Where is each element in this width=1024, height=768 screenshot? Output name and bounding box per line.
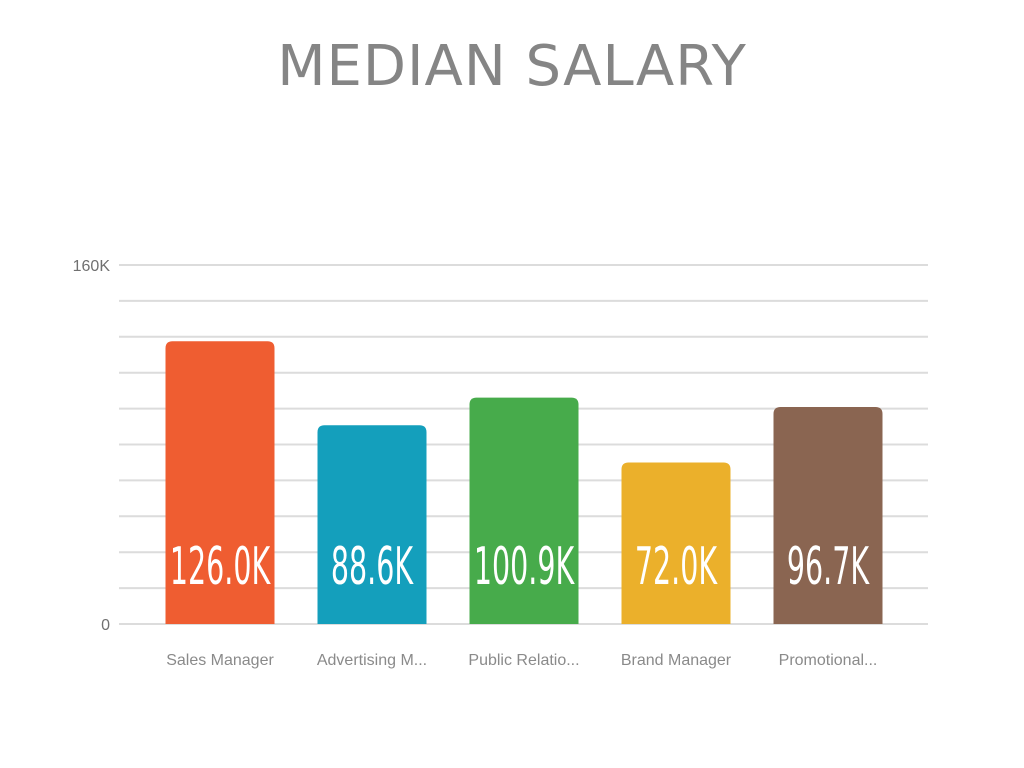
x-category-label: Sales Manager xyxy=(166,652,274,669)
chart-title: MEDIAN SALARY xyxy=(277,34,747,99)
y-axis-ticks: 0 160K xyxy=(73,258,111,634)
x-category-label: Brand Manager xyxy=(621,652,732,669)
y-tick-label: 0 xyxy=(101,617,110,634)
data-label: 72.0K xyxy=(635,536,718,597)
x-category-label: Advertising M... xyxy=(317,652,427,669)
x-axis-categories: Sales Manager Advertising M... Public Rela… xyxy=(166,652,877,669)
data-label: 100.9K xyxy=(474,536,575,597)
data-label: 126.0K xyxy=(170,536,271,597)
x-category-label: Public Relatio... xyxy=(468,652,579,669)
bar-2 xyxy=(469,397,579,624)
bar-1 xyxy=(317,425,427,624)
x-category-label: Promotional... xyxy=(779,652,878,669)
bar-3 xyxy=(621,462,731,624)
y-tick-label: 160K xyxy=(73,258,111,275)
bar-0 xyxy=(165,341,275,624)
data-labels: 126.0K 88.6K 100.9K 72.0K 96.7K xyxy=(170,536,870,597)
data-label: 96.7K xyxy=(787,536,870,597)
bars xyxy=(165,341,883,624)
data-label: 88.6K xyxy=(331,536,414,597)
bar-4 xyxy=(773,407,883,624)
